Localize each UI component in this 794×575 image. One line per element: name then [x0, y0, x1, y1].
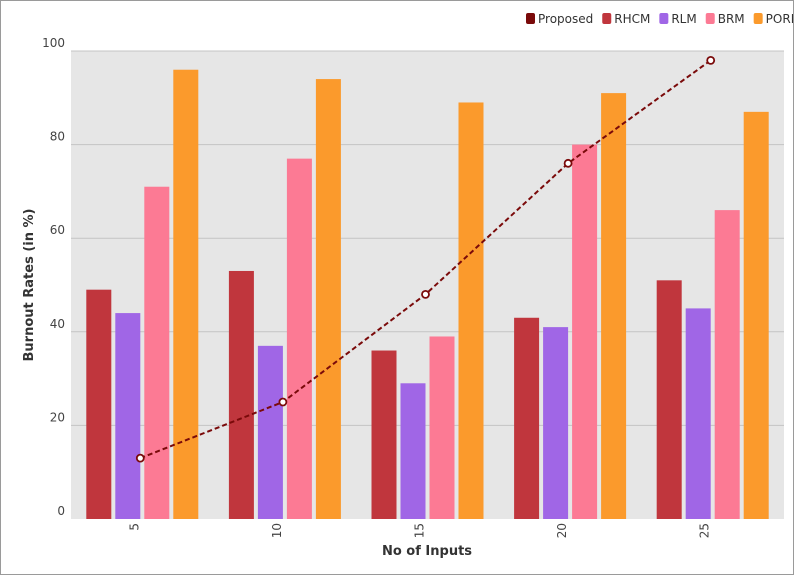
bar-rlm — [543, 327, 569, 519]
bar-porm — [173, 69, 199, 519]
x-tick-label: 25 — [698, 523, 712, 538]
bar-rlm — [400, 383, 426, 519]
bar-brm — [714, 210, 740, 519]
x-tick-label: 15 — [413, 523, 427, 538]
legend-label-rhcm: RHCM — [614, 12, 650, 26]
bar-rhcm — [656, 280, 682, 519]
legend-swatch-brm — [705, 13, 715, 24]
legend-label-porm: PORM — [766, 12, 793, 26]
bar-porm — [458, 102, 484, 519]
x-tick-label: 20 — [555, 523, 569, 538]
bar-rhcm — [228, 270, 254, 519]
bar-brm — [572, 144, 598, 519]
proposed-point — [278, 397, 288, 407]
bar-porm — [601, 93, 627, 520]
bar-rhcm — [86, 289, 112, 519]
legend-label-brm: BRM — [718, 12, 745, 26]
y-tick-label: 40 — [50, 317, 65, 331]
bar-brm — [429, 336, 455, 519]
bar-rlm — [685, 308, 711, 519]
y-axis-ticks: 0 20 40 60 80 100 — [42, 36, 65, 518]
legend-label-rlm: RLM — [671, 12, 696, 26]
proposed-line-group — [135, 55, 716, 463]
bar-rhcm — [371, 350, 397, 519]
proposed-point — [706, 55, 716, 65]
bars-group — [86, 69, 769, 520]
bar-rlm — [257, 345, 283, 519]
legend-label-proposed: Proposed — [538, 12, 593, 26]
y-axis-title: Burnout Rates (in %) — [22, 209, 37, 362]
bar-rhcm — [514, 317, 540, 519]
x-tick-label: 5 — [127, 523, 141, 531]
bar-brm — [286, 158, 312, 519]
legend-swatch-proposed — [526, 13, 535, 24]
y-tick-label: 100 — [42, 36, 65, 50]
bar-porm — [315, 79, 341, 519]
x-axis-ticks: 5 10 15 20 25 — [127, 523, 711, 538]
y-tick-label: 80 — [50, 130, 65, 144]
legend-swatch-rlm — [659, 13, 669, 24]
proposed-point — [135, 453, 145, 463]
y-tick-label: 60 — [50, 223, 65, 237]
bar-rlm — [115, 313, 141, 519]
bar-porm — [743, 111, 769, 519]
proposed-point — [563, 158, 573, 168]
legend-swatch-porm — [753, 13, 763, 24]
bar-brm — [144, 186, 170, 519]
x-axis-title: No of Inputs — [382, 544, 472, 559]
y-tick-label: 0 — [57, 504, 65, 518]
y-tick-label: 20 — [50, 410, 65, 424]
legend: Proposed RHCM RLM BRM PORM — [526, 12, 793, 26]
x-tick-label: 10 — [270, 523, 284, 538]
legend-swatch-rhcm — [602, 13, 612, 24]
proposed-point — [421, 289, 430, 299]
